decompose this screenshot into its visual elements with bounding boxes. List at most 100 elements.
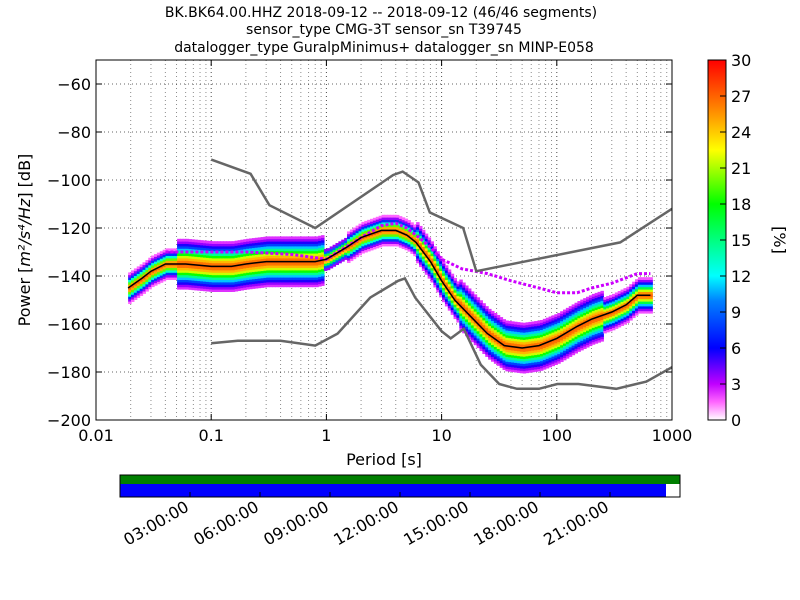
heatmap-cell xyxy=(493,332,498,335)
heatmap-cell xyxy=(177,238,181,242)
heatmap-cell xyxy=(220,243,224,247)
heatmap-cell xyxy=(537,366,541,370)
heatmap-cell xyxy=(205,286,210,290)
heatmap-cell xyxy=(632,310,636,314)
heatmap-cell xyxy=(323,248,328,252)
heatmap-cell xyxy=(577,305,581,309)
heatmap-cell xyxy=(577,301,581,304)
heatmap-cell xyxy=(289,248,293,252)
heatmap-cell xyxy=(292,267,296,271)
heatmap-cell xyxy=(139,269,144,272)
heatmap-cell xyxy=(277,243,282,247)
heatmap-cell xyxy=(473,301,478,305)
heatmap-cell xyxy=(188,277,193,281)
heatmap-cell xyxy=(531,343,535,346)
heatmap-cell xyxy=(154,275,158,279)
heatmap-cell xyxy=(594,295,599,299)
heatmap-cell xyxy=(234,288,239,292)
heatmap-cell xyxy=(367,229,371,233)
heatmap-cell xyxy=(329,251,334,255)
heatmap-cell xyxy=(234,252,239,256)
heatmap-cell xyxy=(335,243,339,246)
heatmap-cell xyxy=(534,366,538,370)
heatmap-cell xyxy=(231,250,236,254)
heatmap-cell xyxy=(424,243,429,247)
heatmap-cell xyxy=(309,265,314,268)
heatmap-cell xyxy=(493,348,498,352)
heatmap-cell xyxy=(548,321,553,325)
heatmap-cell xyxy=(185,238,190,242)
heatmap-cell xyxy=(603,296,607,300)
heatmap-cell xyxy=(254,283,259,287)
heatmap-cell xyxy=(488,328,492,331)
heatmap-cell xyxy=(133,287,138,291)
heatmap-cell xyxy=(321,263,325,267)
heatmap-cell xyxy=(136,273,141,277)
heatmap-cell xyxy=(424,233,429,237)
heatmap-cell xyxy=(254,266,259,270)
y-axis-label-units: m²/s⁴/Hz xyxy=(15,198,34,267)
heatmap-cell xyxy=(511,330,515,334)
heatmap-cell xyxy=(240,287,244,291)
heatmap-cell xyxy=(318,254,322,258)
heatmap-cell xyxy=(574,333,578,337)
heatmap-cell xyxy=(168,253,172,256)
heatmap-cell xyxy=(603,330,607,334)
heatmap-cell xyxy=(335,262,339,266)
heatmap-cell xyxy=(508,364,512,367)
heatmap-cell xyxy=(490,356,495,360)
heatmap-cell xyxy=(260,270,265,274)
heatmap-cell xyxy=(528,362,532,366)
heatmap-cell xyxy=(577,315,581,319)
heatmap-cell xyxy=(136,280,141,284)
heatmap-cell xyxy=(240,254,244,257)
heatmap-cell xyxy=(505,363,509,367)
heatmap-cell xyxy=(600,302,604,306)
heatmap-cell xyxy=(470,337,475,340)
heatmap-cell xyxy=(214,248,218,252)
heatmap-cell xyxy=(364,240,368,243)
heatmap-cell xyxy=(459,320,463,324)
heatmap-cell xyxy=(375,245,380,249)
heatmap-cell xyxy=(508,332,512,336)
y-tick-label: −120 xyxy=(47,219,91,238)
heatmap-cell xyxy=(367,239,371,242)
heatmap-cell xyxy=(560,337,564,341)
heatmap-cell xyxy=(292,282,296,285)
heatmap-cell xyxy=(312,262,316,266)
heatmap-cell xyxy=(609,309,613,313)
heatmap-cell xyxy=(554,347,558,351)
heatmap-cell xyxy=(344,245,348,248)
heatmap-cell xyxy=(545,356,550,359)
heatmap-cell xyxy=(413,241,417,245)
heatmap-cell xyxy=(600,298,604,301)
heatmap-cell xyxy=(220,262,224,266)
heatmap-cell xyxy=(159,275,164,278)
heatmap-cell xyxy=(490,327,495,331)
heatmap-cell xyxy=(208,281,213,285)
heatmap-cell xyxy=(433,272,437,276)
heatmap-cell xyxy=(597,323,602,326)
heatmap-cell xyxy=(473,313,478,317)
heatmap-cell xyxy=(490,344,495,348)
heatmap-cell xyxy=(300,274,305,278)
heatmap-cell xyxy=(459,303,463,307)
heatmap-cell xyxy=(200,256,204,260)
heatmap-cell xyxy=(640,296,645,300)
heatmap-cell xyxy=(214,279,218,283)
heatmap-cell xyxy=(194,285,198,289)
heatmap-cell xyxy=(280,255,285,259)
heatmap-cell xyxy=(375,219,380,222)
heatmap-cell xyxy=(372,224,377,228)
heatmap-cell xyxy=(410,234,414,238)
heatmap-cell xyxy=(323,268,328,271)
heatmap-cell xyxy=(528,333,532,337)
heatmap-cell xyxy=(623,297,627,301)
colorbar-tick-label: 18 xyxy=(731,195,751,214)
heatmap-cell xyxy=(499,336,504,340)
heatmap-cell xyxy=(197,239,201,243)
heatmap-cell xyxy=(130,296,135,300)
heatmap-cell xyxy=(338,253,342,257)
heatmap-cell xyxy=(583,324,587,328)
heatmap-cell xyxy=(537,361,541,365)
